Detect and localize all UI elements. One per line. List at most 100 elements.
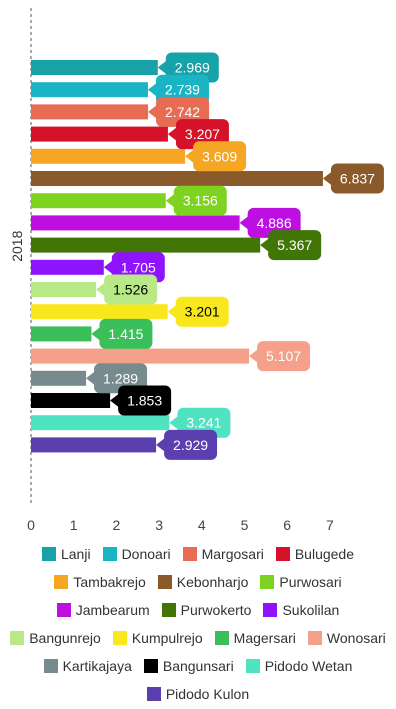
bar-lanji[interactable] — [31, 60, 158, 75]
legend-item-purwosari[interactable]: Purwosari — [260, 573, 342, 591]
data-label-wonosari: 5.107 — [249, 341, 311, 372]
data-label-text: 3.156 — [183, 193, 218, 209]
x-tick-label: 7 — [326, 517, 334, 533]
bar-purwosari[interactable] — [31, 193, 166, 209]
legend-swatch — [41, 547, 56, 561]
legend-swatch — [56, 603, 71, 617]
bar-bangunrejo[interactable] — [31, 282, 97, 297]
data-label-text: 3.207 — [185, 126, 220, 142]
legend-label: Bulugede — [294, 546, 355, 562]
bars-layer — [31, 60, 323, 453]
x-tick-label: 2 — [113, 517, 121, 533]
legend-item-kartikajaya[interactable]: Kartikajaya — [43, 657, 132, 675]
bar-pidodo-kulon[interactable] — [31, 437, 157, 453]
bar-wonosari[interactable] — [31, 348, 250, 364]
legend-label: Pidodo Wetan — [264, 658, 353, 674]
data-label-text: 3.241 — [186, 415, 221, 431]
legend-label: Pidodo Kulon — [165, 686, 250, 702]
data-label-text: 2.742 — [165, 104, 200, 120]
data-label-bangunsari: 1.853 — [110, 385, 172, 416]
data-label-text: 3.201 — [185, 304, 220, 320]
data-label-text: 6.837 — [340, 171, 375, 187]
data-label-kebonharjo: 6.837 — [322, 163, 384, 194]
legend-swatch — [102, 547, 117, 561]
data-label-text: 2.739 — [165, 82, 200, 98]
legend-swatch — [161, 603, 176, 617]
legend-item-magersari[interactable]: Magersari — [214, 629, 296, 647]
data-label-kumpulrejo: 3.201 — [167, 296, 229, 327]
bar-bangunsari[interactable] — [31, 393, 111, 408]
legend-swatch — [307, 631, 322, 645]
legend-label: Donoari — [121, 546, 171, 562]
bar-purwokerto[interactable] — [31, 237, 261, 253]
legend-item-kebonharjo[interactable]: Kebonharjo — [157, 573, 249, 591]
legend-label: Sukolilan — [282, 602, 340, 618]
legend-label: Tambakrejo — [73, 574, 146, 590]
bar-sukolilan[interactable] — [31, 259, 104, 275]
legend-label: Bangunsari — [162, 658, 234, 674]
data-label-text: 1.705 — [121, 259, 156, 275]
legend-item-margosari[interactable]: Margosari — [182, 545, 264, 563]
legend-item-donoari[interactable]: Donoari — [102, 545, 171, 563]
data-label-pidodo-kulon: 2.929 — [156, 429, 218, 460]
legend-swatch — [275, 547, 290, 561]
bar-kumpulrejo[interactable] — [31, 304, 168, 320]
legend-label: Jambearum — [75, 602, 150, 618]
data-label-bangunrejo: 1.526 — [96, 274, 158, 305]
legend-item-jambearum[interactable]: Jambearum — [56, 601, 150, 619]
bar-bulugede[interactable] — [31, 126, 168, 142]
data-labels-layer: 2.969 2.739 2.742 3.207 3.609 6.837 3.156 4.886… — [86, 52, 384, 460]
bar-magersari[interactable] — [31, 326, 92, 342]
legend-swatch — [260, 575, 275, 589]
bar-margosari[interactable] — [31, 104, 149, 120]
legend-item-kumpulrejo[interactable]: Kumpulrejo — [112, 629, 203, 647]
legend-item-pidodo-wetan[interactable]: Pidodo Wetan — [245, 657, 353, 675]
data-label-text: 1.415 — [108, 326, 143, 342]
legend-label: Kumpulrejo — [131, 630, 203, 646]
legend-swatch — [263, 603, 278, 617]
data-label-text: 1.289 — [103, 370, 138, 386]
legend-item-bulugede[interactable]: Bulugede — [275, 545, 355, 563]
legend-label: Kebonharjo — [176, 574, 249, 590]
legend-label: Kartikajaya — [62, 658, 132, 674]
y-axis-label: 2018 — [9, 230, 25, 261]
data-label-text: 3.609 — [202, 148, 237, 164]
legend-item-sukolilan[interactable]: Sukolilan — [263, 601, 339, 619]
legend-item-bangunrejo[interactable]: Bangunrejo — [10, 629, 101, 647]
bar-kartikajaya[interactable] — [31, 370, 87, 386]
legend-swatch — [182, 547, 197, 561]
data-label-text: 2.929 — [173, 437, 208, 453]
legend-label: Magersari — [233, 630, 296, 646]
legend-swatch — [146, 687, 161, 701]
x-tick-label: 0 — [27, 517, 35, 533]
legend-label: Margosari — [201, 546, 264, 562]
data-label-text: 2.969 — [175, 60, 210, 76]
legend: Lanji Donoari Margosari Bulugede Tambakrejo K… — [0, 545, 396, 703]
legend-item-lanji[interactable]: Lanji — [41, 545, 91, 563]
legend-label: Wonosari — [326, 630, 386, 646]
bar-donoari[interactable] — [31, 82, 148, 98]
legend-swatch — [43, 659, 58, 673]
x-tick-label: 1 — [70, 517, 78, 533]
data-label-text: 4.886 — [257, 215, 292, 231]
data-label-tambakrejo: 3.609 — [185, 141, 247, 172]
legend-item-wonosari[interactable]: Wonosari — [307, 629, 386, 647]
bar-tambakrejo[interactable] — [31, 148, 186, 164]
bar-pidodo-wetan[interactable] — [31, 415, 170, 431]
legend-item-tambakrejo[interactable]: Tambakrejo — [54, 573, 146, 591]
legend-item-bangunsari[interactable]: Bangunsari — [143, 657, 234, 675]
x-tick-label: 5 — [241, 517, 249, 533]
legend-item-pidodo-kulon[interactable]: Pidodo Kulon — [146, 685, 250, 703]
data-label-purwokerto: 5.367 — [260, 230, 322, 261]
bar-chart: 2018 2.969 2.739 2.742 3.207 3.609 6.837 3.156… — [9, 8, 384, 533]
legend-item-purwokerto[interactable]: Purwokerto — [161, 601, 252, 619]
legend-swatch — [10, 631, 25, 645]
legend-swatch — [112, 631, 127, 645]
bar-jambearum[interactable] — [31, 215, 240, 231]
data-label-text: 1.853 — [127, 393, 162, 409]
legend-label: Purwokerto — [180, 602, 252, 618]
legend-swatch — [245, 659, 260, 673]
bar-kebonharjo[interactable] — [31, 171, 323, 186]
legend-swatch — [157, 575, 172, 589]
legend-swatch — [143, 659, 158, 673]
